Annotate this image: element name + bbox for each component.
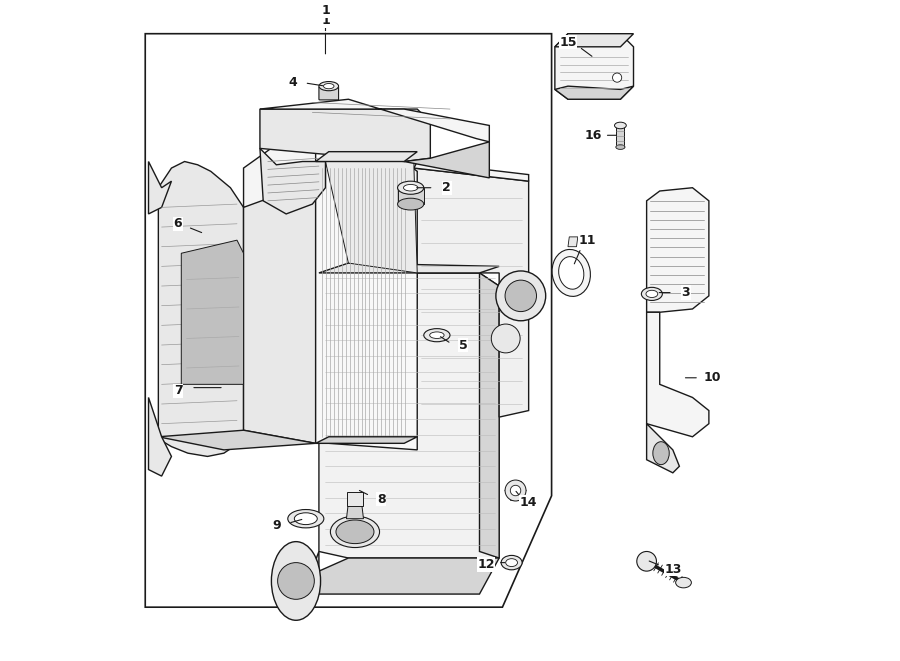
Text: 1: 1 [321,5,329,17]
Ellipse shape [552,249,590,296]
Text: 9: 9 [272,519,281,531]
Ellipse shape [429,332,444,338]
Text: 8: 8 [377,492,385,506]
Text: 4: 4 [288,77,297,89]
Text: 6: 6 [174,217,183,230]
Polygon shape [347,492,363,506]
Text: 14: 14 [520,496,537,509]
Polygon shape [145,34,552,607]
Polygon shape [326,151,418,273]
Polygon shape [148,161,172,214]
Ellipse shape [398,198,424,210]
Text: 15: 15 [559,36,577,49]
Polygon shape [480,273,500,558]
Circle shape [505,280,536,311]
Ellipse shape [323,83,334,89]
Polygon shape [181,240,244,384]
Polygon shape [646,312,709,437]
Polygon shape [316,161,418,450]
Polygon shape [404,142,490,178]
Ellipse shape [506,559,518,566]
Text: 2: 2 [442,181,451,194]
Circle shape [491,324,520,353]
Ellipse shape [272,541,320,620]
Circle shape [613,73,622,82]
Polygon shape [158,430,316,450]
Polygon shape [555,86,634,99]
Ellipse shape [403,184,418,191]
Ellipse shape [398,181,424,194]
Polygon shape [319,263,500,273]
Ellipse shape [288,510,324,528]
Ellipse shape [652,442,670,465]
Text: 16: 16 [584,129,601,142]
Text: 5: 5 [459,338,467,352]
Polygon shape [555,34,634,99]
Ellipse shape [559,256,584,290]
Circle shape [510,485,521,496]
Polygon shape [646,188,709,312]
Polygon shape [260,99,490,142]
Polygon shape [316,151,418,161]
Polygon shape [398,188,424,204]
Ellipse shape [616,145,625,149]
Text: 11: 11 [579,233,597,247]
Polygon shape [260,109,430,161]
Text: 3: 3 [681,286,690,299]
Polygon shape [555,34,634,47]
Polygon shape [244,181,316,444]
Polygon shape [568,237,578,247]
Ellipse shape [501,555,522,570]
Ellipse shape [642,288,662,301]
Polygon shape [260,149,326,214]
Polygon shape [346,502,364,519]
Circle shape [637,551,656,571]
Polygon shape [316,437,418,444]
Polygon shape [414,161,528,181]
Ellipse shape [615,122,626,129]
Polygon shape [302,551,500,594]
FancyBboxPatch shape [319,87,338,100]
Polygon shape [616,126,625,147]
Ellipse shape [646,290,658,297]
Circle shape [505,480,526,501]
Circle shape [496,271,545,321]
Text: 12: 12 [477,558,495,571]
Circle shape [277,563,314,600]
Polygon shape [244,136,316,208]
Ellipse shape [319,81,338,91]
Ellipse shape [424,329,450,342]
Polygon shape [646,424,680,473]
Polygon shape [319,273,500,558]
Ellipse shape [676,577,691,588]
Text: 13: 13 [664,563,681,576]
Polygon shape [158,161,244,457]
Ellipse shape [294,513,318,525]
Text: 10: 10 [704,371,721,384]
Ellipse shape [330,516,380,547]
Text: 1: 1 [321,14,329,27]
Ellipse shape [336,520,374,543]
Polygon shape [414,168,528,450]
Text: 7: 7 [174,385,183,397]
Polygon shape [148,397,172,476]
